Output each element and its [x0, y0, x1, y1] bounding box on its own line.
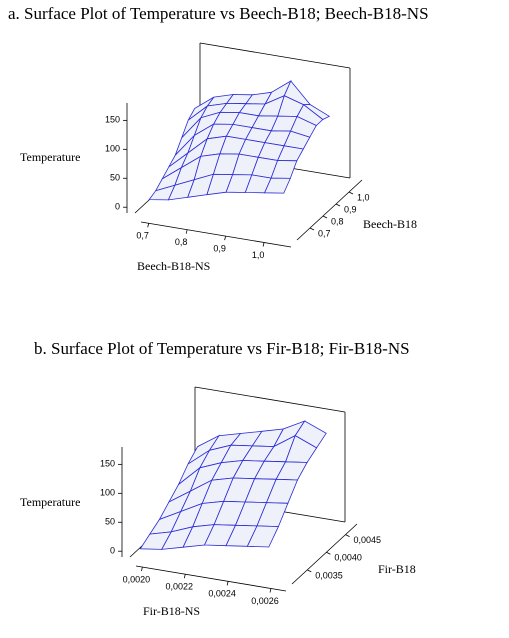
y-tick	[335, 203, 341, 207]
x-axis-title: Beech-B18-NS	[137, 259, 210, 273]
y-tick	[307, 569, 312, 573]
y-tick	[345, 534, 350, 537]
x-tick	[147, 223, 150, 228]
surface-cell	[246, 525, 280, 548]
x-tick-label: 0,8	[175, 237, 188, 247]
x-axis	[135, 565, 287, 592]
chart-title: b. Surface Plot of Temperature vs Fir-B1…	[34, 339, 410, 358]
y-axis	[291, 523, 358, 585]
x-tick-label: 0,0026	[251, 596, 279, 606]
y-tick	[309, 227, 315, 231]
z-tick-label: 100	[105, 144, 120, 154]
x-tick	[224, 236, 227, 241]
x-tick	[183, 574, 186, 579]
surface-cell	[263, 177, 291, 194]
z-tick-label: 150	[100, 459, 115, 469]
y-axis-title: Beech-B18	[363, 217, 417, 231]
x-tick-label: 0,0022	[166, 582, 194, 592]
z-axis-title: Temperature	[20, 495, 80, 509]
z-tick-label: 50	[110, 173, 120, 183]
x-axis	[140, 221, 292, 248]
x-tick	[269, 588, 272, 593]
y-axis	[296, 179, 363, 241]
x-tick-label: 0,0020	[123, 574, 151, 584]
y-tick	[322, 215, 328, 219]
x-tick-label: 0,7	[136, 231, 149, 241]
y-tick	[348, 191, 354, 195]
y-tick-label: 0,9	[344, 204, 357, 214]
y-tick-label: 0,7	[318, 228, 331, 238]
z-axis-title: Temperature	[20, 150, 80, 164]
y-tick-label: 1,0	[357, 192, 370, 202]
z-tick-label: 150	[105, 115, 120, 125]
z-tick-label: 100	[100, 488, 115, 498]
y-tick-label: 0,0045	[354, 535, 382, 545]
x-tick	[185, 229, 188, 234]
x-tick-label: 0,0024	[208, 589, 236, 599]
z-tick-label: 0	[110, 546, 115, 556]
y-tick-label: 0,0040	[334, 553, 362, 563]
box-edge	[194, 386, 346, 413]
box-edge	[199, 42, 351, 69]
chart-title: a. Surface Plot of Temperature vs Beech-…	[8, 4, 429, 23]
y-tick-label: 0,0035	[315, 570, 343, 580]
z-tick-label: 50	[105, 517, 115, 527]
y-axis-title: Fir-B18	[378, 562, 416, 576]
y-tick-label: 0,8	[331, 216, 344, 226]
x-tick	[226, 581, 229, 586]
x-axis-title: Fir-B18-NS	[143, 604, 200, 618]
x-tick-label: 1,0	[252, 250, 265, 260]
x-tick	[262, 242, 265, 247]
x-tick-label: 0,9	[213, 243, 226, 253]
x-tick	[141, 566, 143, 572]
z-tick-label: 0	[115, 202, 120, 212]
y-tick	[326, 551, 331, 555]
